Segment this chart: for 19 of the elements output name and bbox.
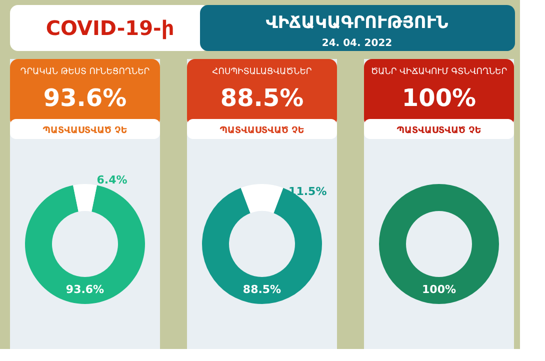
chart-subtitle: 100% xyxy=(402,84,476,112)
data-label: 93.6% xyxy=(66,283,104,296)
text: COVID-19-ի xyxy=(46,16,174,40)
text: ՊԱՏՎԱՍՏՎԱԾ ՉԵ xyxy=(396,126,482,136)
chart-title: ԴՐԱԿԱՆ ԹԵՍՏ ՈՒՆԵՑՈՂՆԵՐ xyxy=(20,67,150,77)
chart-subtitle: 88.5% xyxy=(220,84,304,112)
text: 24. 04. 2022 xyxy=(322,38,392,49)
chart-title: ՀՈՍՊԻՏԱԼԱՑՎԱԾՆԵՐ xyxy=(212,67,312,77)
chart-subtitle: 93.6% xyxy=(43,84,127,112)
data-label: 88.5% xyxy=(242,283,282,296)
chart-title: ԾԱՆՐ ՎԻՃԱԿՈՒՄ ԳՏՆՎՈՂՆԵՐ xyxy=(370,67,508,77)
donut-slice xyxy=(25,185,145,304)
donut-slice xyxy=(73,184,97,212)
data-label: 100% xyxy=(422,283,456,296)
donut-slice xyxy=(240,184,284,214)
text: ՊԱՏՎԱՍՏՎԱԾ ՉԵ xyxy=(220,126,304,136)
text: ՎԻՃԱԿԱԳՐՈՒԹՅՈՒՆ xyxy=(266,13,448,33)
text: ՊԱՏՎԱՍՏՎԱԾ ՉԵ xyxy=(42,126,128,136)
data-label: 6.4% xyxy=(96,174,128,187)
